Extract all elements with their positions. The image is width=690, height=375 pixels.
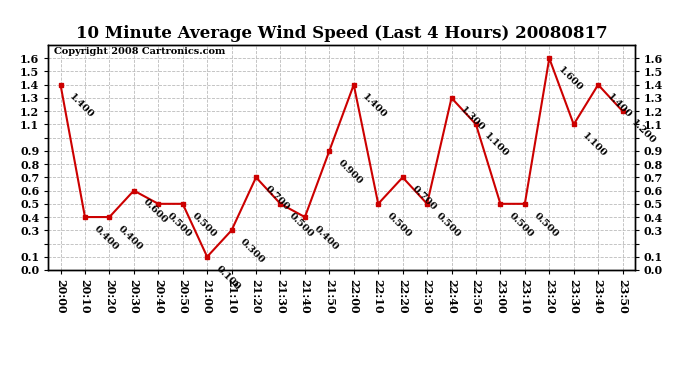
Text: 0.500: 0.500	[165, 211, 193, 239]
Text: 0.900: 0.900	[336, 158, 364, 186]
Text: 1.400: 1.400	[361, 92, 388, 120]
Text: 0.400: 0.400	[92, 224, 120, 252]
Text: 1.100: 1.100	[581, 131, 609, 159]
Text: 0.500: 0.500	[507, 211, 535, 239]
Text: 0.500: 0.500	[288, 211, 315, 239]
Text: 1.300: 1.300	[458, 105, 486, 133]
Text: 1.100: 1.100	[483, 131, 511, 159]
Text: 0.400: 0.400	[117, 224, 144, 252]
Text: 1.400: 1.400	[68, 92, 95, 120]
Title: 10 Minute Average Wind Speed (Last 4 Hours) 20080817: 10 Minute Average Wind Speed (Last 4 Hou…	[76, 25, 607, 42]
Text: 1.600: 1.600	[556, 65, 584, 93]
Text: 0.300: 0.300	[239, 237, 266, 266]
Text: 1.400: 1.400	[605, 92, 633, 120]
Text: 0.500: 0.500	[532, 211, 560, 239]
Text: 0.700: 0.700	[263, 184, 291, 212]
Text: 0.600: 0.600	[141, 198, 169, 226]
Text: 0.700: 0.700	[410, 184, 437, 212]
Text: 0.400: 0.400	[312, 224, 340, 252]
Text: 0.100: 0.100	[214, 264, 242, 292]
Text: 0.500: 0.500	[190, 211, 218, 239]
Text: 0.500: 0.500	[385, 211, 413, 239]
Text: 1.200: 1.200	[629, 118, 658, 146]
Text: 0.500: 0.500	[434, 211, 462, 239]
Text: Copyright 2008 Cartronics.com: Copyright 2008 Cartronics.com	[55, 47, 226, 56]
